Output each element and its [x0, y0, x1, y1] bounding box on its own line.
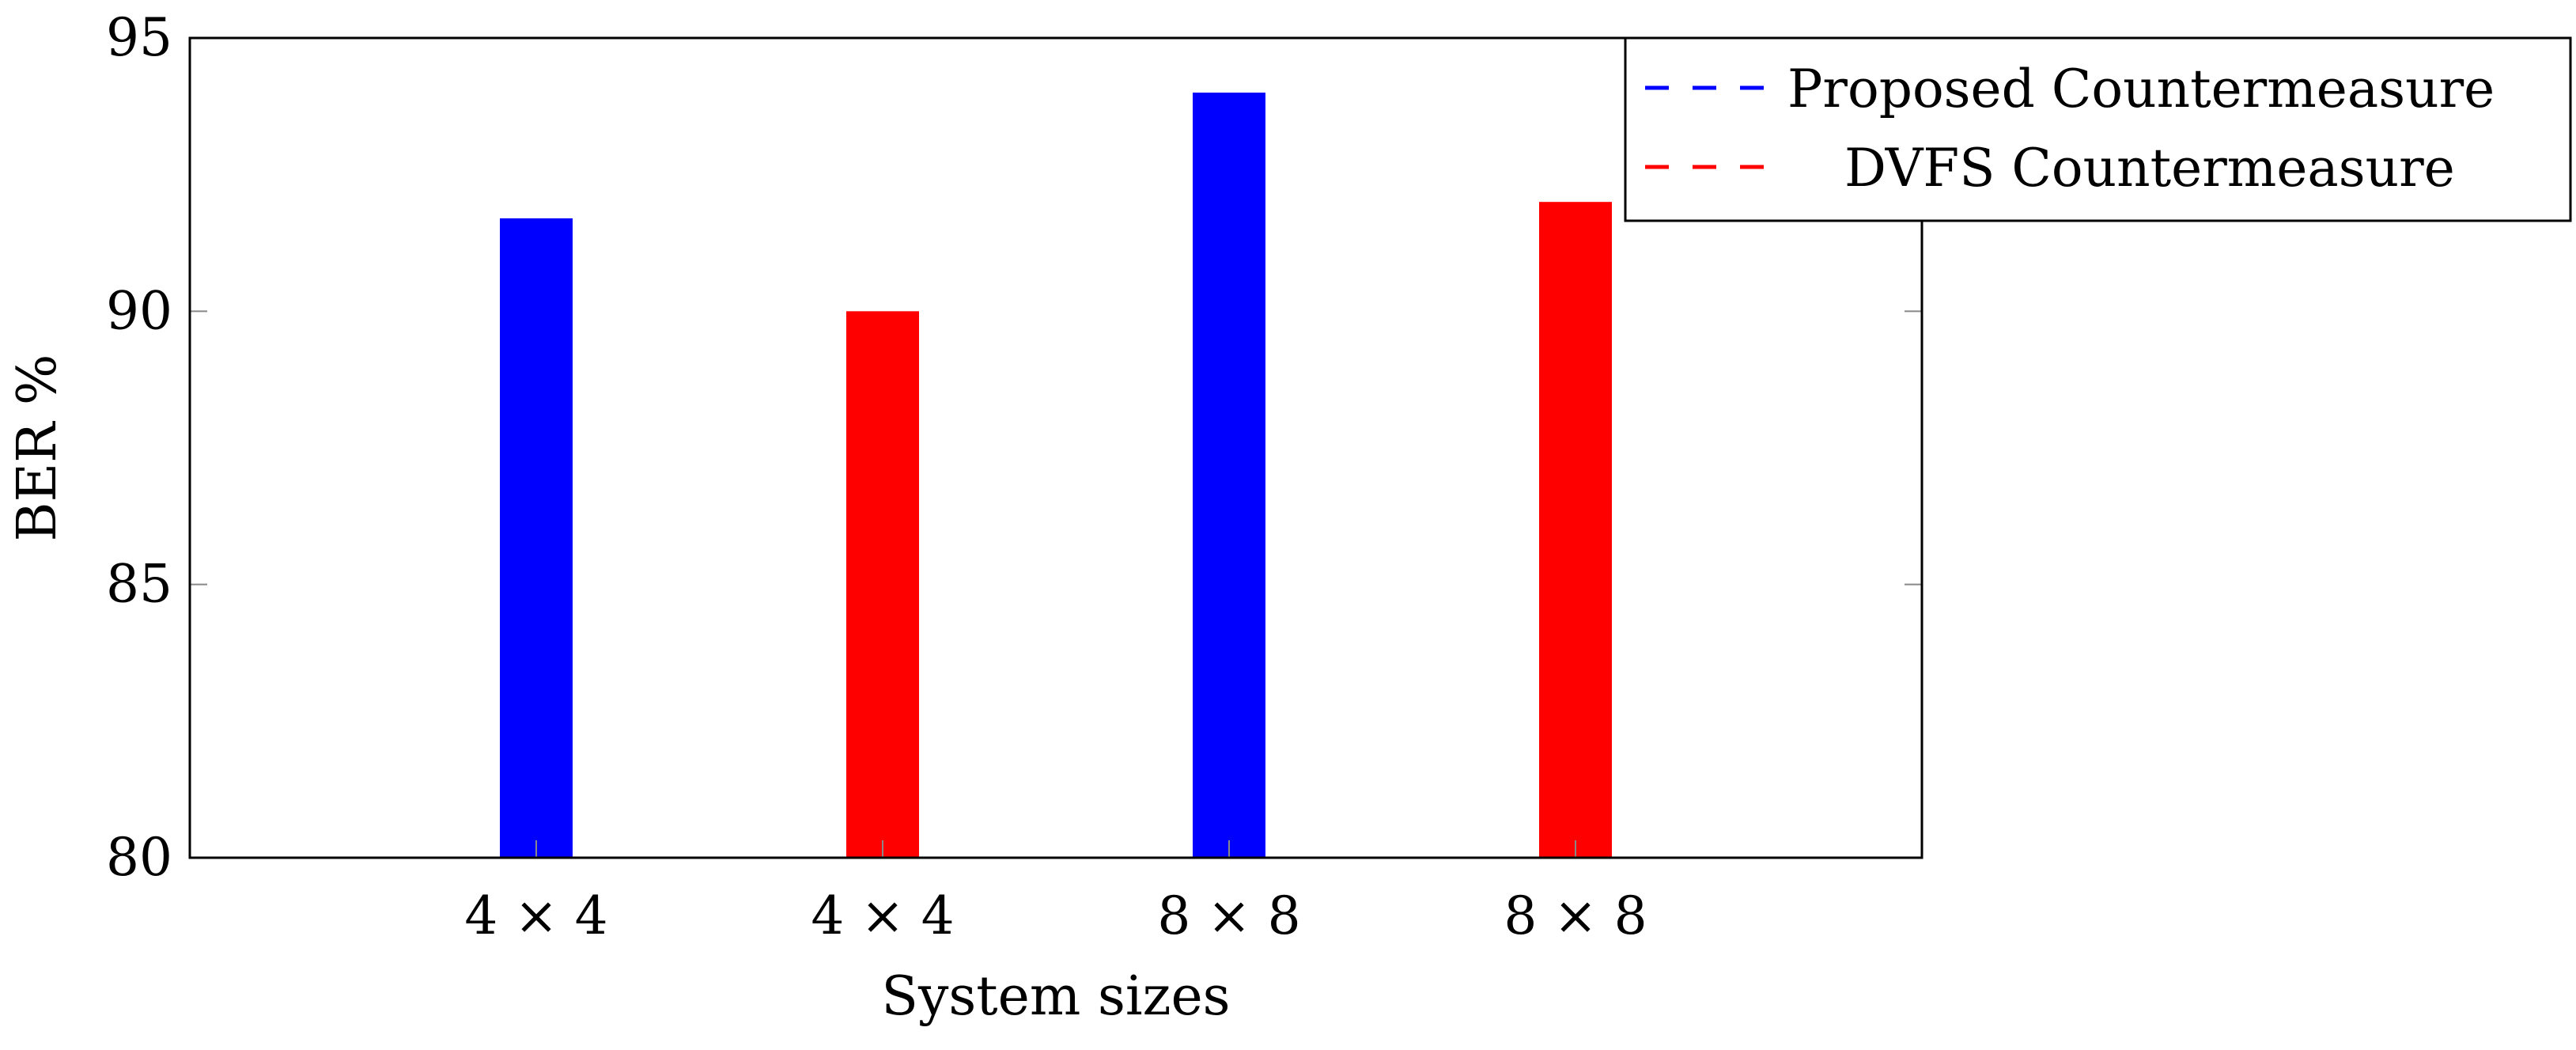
bar-proposed-0 — [500, 218, 573, 858]
x-axis-label: System sizes — [881, 965, 1230, 1028]
bar-dvfs-3 — [1539, 202, 1612, 858]
bar-proposed-2 — [1193, 93, 1265, 859]
y-tick-label-80: 80 — [106, 827, 172, 888]
legend-box — [1624, 36, 2572, 222]
y-tick-label-85: 85 — [106, 554, 172, 615]
legend-entries: Proposed Countermeasure DVFS Countermeasu… — [1645, 59, 2495, 199]
y-tick-label-95: 95 — [106, 7, 172, 68]
x-tick-label-3: 8 × 8 — [1504, 885, 1647, 946]
x-tick-label-1: 4 × 4 — [811, 885, 954, 946]
plot-frame — [188, 36, 1923, 859]
x-tick-label-0: 4 × 4 — [464, 885, 607, 946]
legend: Proposed Countermeasure DVFS Countermeasu… — [1624, 36, 2572, 222]
bar-dvfs-1 — [846, 311, 919, 858]
legend-label-dvfs: DVFS Countermeasure — [1844, 138, 2455, 199]
bars-layer — [500, 93, 1612, 859]
legend-label-proposed: Proposed Countermeasure — [1787, 59, 2495, 119]
x-tick-label-2: 8 × 8 — [1157, 885, 1300, 946]
ticks-layer: 80 85 90 95 4 × 4 4 × 4 8 × 8 8 × 8 — [106, 7, 1922, 946]
y-tick-label-90: 90 — [106, 280, 172, 341]
y-axis-label: BER % — [6, 354, 69, 541]
